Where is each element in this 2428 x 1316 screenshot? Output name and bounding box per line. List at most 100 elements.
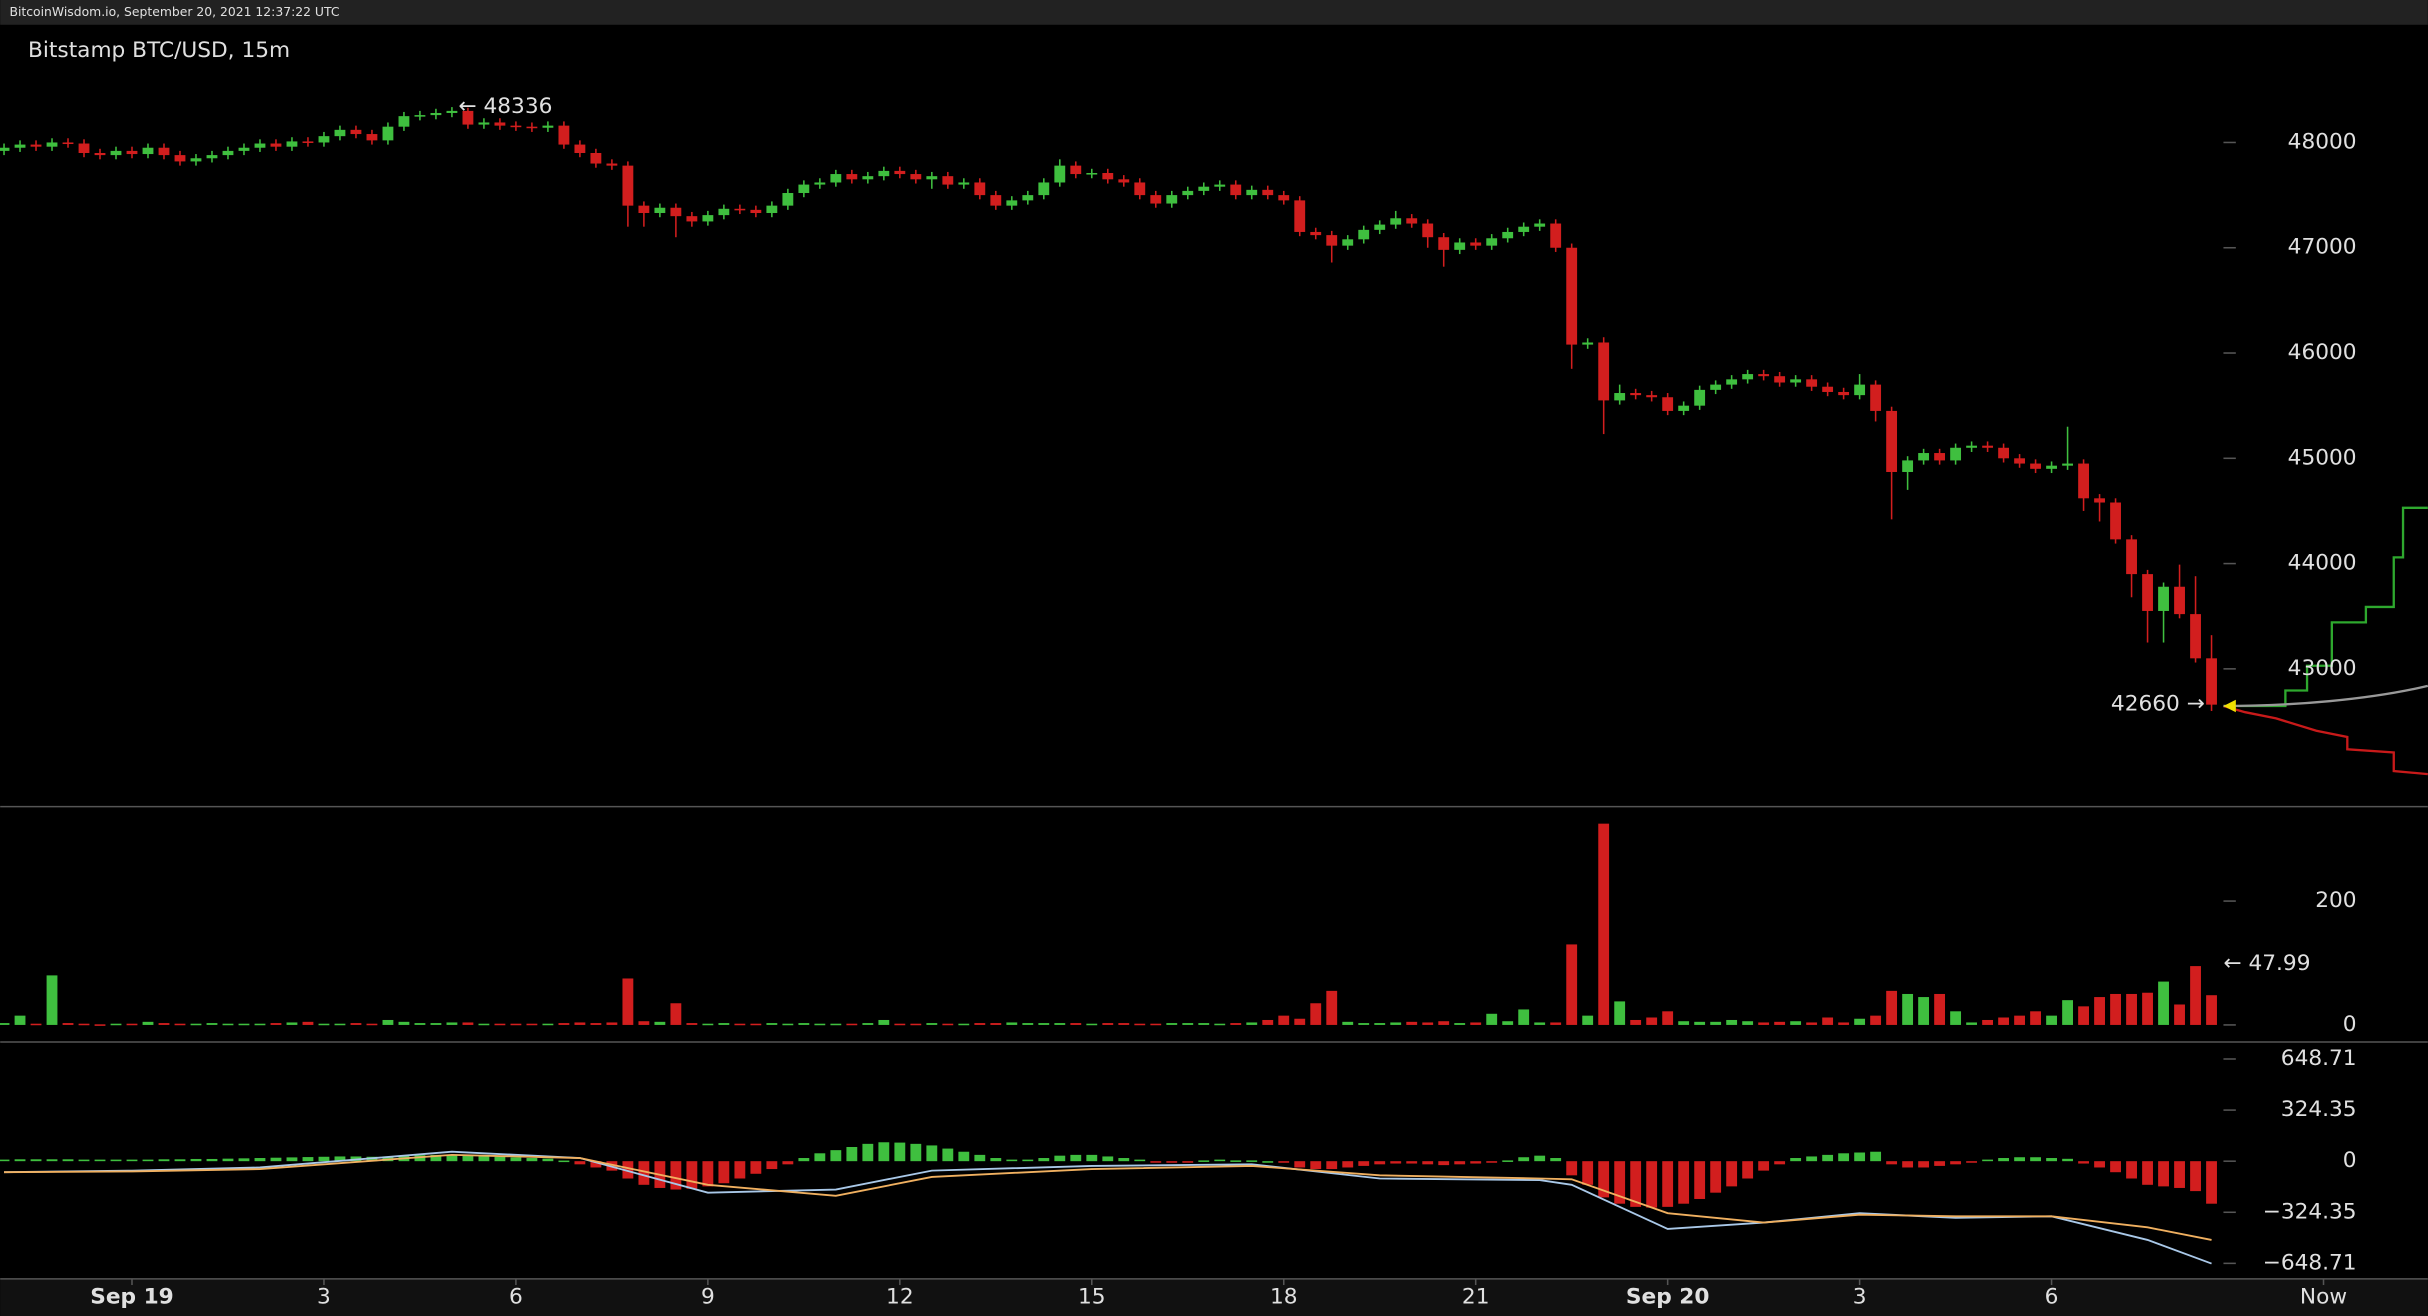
candle-body xyxy=(366,134,378,141)
macd-histogram-bar xyxy=(1326,1161,1338,1170)
candle-body xyxy=(62,142,74,145)
x-tick-label: 12 xyxy=(886,1284,914,1309)
volume-bar xyxy=(1470,1022,1482,1025)
candle-body xyxy=(574,144,586,153)
y-tick-label: −648.71 xyxy=(2263,1250,2357,1275)
macd-histogram-bar xyxy=(1742,1161,1754,1179)
candle-body xyxy=(1550,223,1562,248)
candle-body xyxy=(2110,502,2121,540)
macd-histogram-bar xyxy=(670,1161,682,1190)
candle-body xyxy=(1294,200,1306,232)
x-tick-label: Sep 20 xyxy=(1626,1284,1709,1309)
macd-histogram-bar xyxy=(2190,1161,2201,1192)
candle-body xyxy=(1918,453,1930,461)
candle-body xyxy=(1374,224,1386,230)
candle-body xyxy=(1598,342,1610,401)
macd-histogram-bar xyxy=(1790,1158,1802,1162)
volume-bar xyxy=(1966,1022,1978,1025)
volume-bar xyxy=(2206,995,2217,1025)
macd-histogram-bar xyxy=(526,1158,538,1162)
candle-body xyxy=(958,182,970,185)
candle-body xyxy=(1310,231,1322,236)
macd-histogram-bar xyxy=(30,1159,42,1162)
candle-body xyxy=(974,182,986,196)
volume-bar xyxy=(1854,1018,1866,1025)
volume-bar xyxy=(1390,1022,1402,1025)
x-tick-label: Sep 19 xyxy=(90,1284,173,1309)
candle-body xyxy=(2206,658,2217,705)
macd-histogram-bar xyxy=(862,1143,874,1162)
volume-bar xyxy=(1006,1022,1018,1025)
macd-histogram-bar xyxy=(830,1150,842,1162)
candle-body xyxy=(334,129,346,137)
macd-histogram-bar xyxy=(1630,1161,1642,1207)
price-annotation: ← 48336 xyxy=(458,94,552,119)
candle-body xyxy=(0,147,10,151)
volume-bar xyxy=(430,1023,442,1025)
candle-body xyxy=(270,143,282,147)
candle-body xyxy=(1262,189,1274,196)
volume-bar xyxy=(94,1024,106,1026)
volume-bar xyxy=(2126,993,2137,1025)
macd-histogram-bar xyxy=(718,1161,730,1184)
candle-body xyxy=(1726,379,1738,385)
candle-body xyxy=(526,126,538,129)
volume-bar xyxy=(46,975,58,1025)
macd-histogram-bar xyxy=(1902,1161,1914,1168)
volume-bar xyxy=(1838,1022,1850,1025)
volume-bar xyxy=(2174,1004,2185,1025)
macd-histogram-bar xyxy=(910,1143,922,1162)
y-tick-label: 44000 xyxy=(2288,551,2357,576)
candle-body xyxy=(1118,179,1130,183)
macd-histogram-bar xyxy=(1422,1161,1434,1165)
candle-body xyxy=(30,144,42,147)
macd-histogram-bar xyxy=(798,1158,810,1162)
volume-bar xyxy=(1726,1019,1738,1025)
candle-body xyxy=(1950,447,1962,461)
volume-bar xyxy=(350,1023,362,1025)
macd-histogram-bar xyxy=(1054,1155,1066,1162)
candle-body xyxy=(510,125,522,128)
macd-histogram-bar xyxy=(462,1155,474,1162)
volume-bar xyxy=(670,1003,682,1025)
candle-body xyxy=(222,150,234,156)
volume-bar xyxy=(558,1023,570,1025)
macd-histogram-bar xyxy=(2062,1158,2073,1162)
candle-body xyxy=(318,136,330,143)
candle-body xyxy=(1902,460,1914,472)
candle-body xyxy=(1822,386,1834,392)
candle-body xyxy=(846,174,858,180)
candle-body xyxy=(174,155,186,162)
candle-body xyxy=(718,208,730,216)
price-marker xyxy=(2223,699,2236,713)
y-tick-label: 324.35 xyxy=(2281,1097,2357,1122)
candle-body xyxy=(1022,195,1034,201)
candle-body xyxy=(558,125,570,145)
depth-asks xyxy=(2223,704,2428,776)
candle-body xyxy=(398,116,410,127)
price-annotation: 42660 → xyxy=(2111,692,2205,717)
macd-histogram-bar xyxy=(974,1154,986,1162)
volume-bar xyxy=(1262,1019,1274,1025)
macd-histogram-bar xyxy=(1774,1161,1786,1165)
candle-body xyxy=(446,110,458,113)
macd-histogram-bar xyxy=(1918,1161,1930,1168)
y-tick-label: 648.71 xyxy=(2281,1046,2357,1071)
candle-body xyxy=(350,129,362,135)
candle-body xyxy=(1966,445,1978,448)
candle-body xyxy=(14,144,26,148)
x-tick-label: 6 xyxy=(509,1284,523,1309)
candle-body xyxy=(302,141,314,143)
candle-body xyxy=(110,150,122,156)
macd-histogram-bar xyxy=(1582,1161,1594,1185)
candle-body xyxy=(46,142,58,147)
macd-histogram-bar xyxy=(206,1158,218,1162)
candle-body xyxy=(1678,405,1690,411)
volume-bar xyxy=(942,1023,954,1026)
candle-body xyxy=(1358,229,1370,240)
candle-body xyxy=(1150,195,1162,204)
y-tick-label: 200 xyxy=(2315,888,2356,913)
macd-histogram-bar xyxy=(1086,1154,1098,1162)
volume-bar xyxy=(1294,1018,1306,1025)
x-tick-label: 3 xyxy=(1853,1284,1867,1309)
